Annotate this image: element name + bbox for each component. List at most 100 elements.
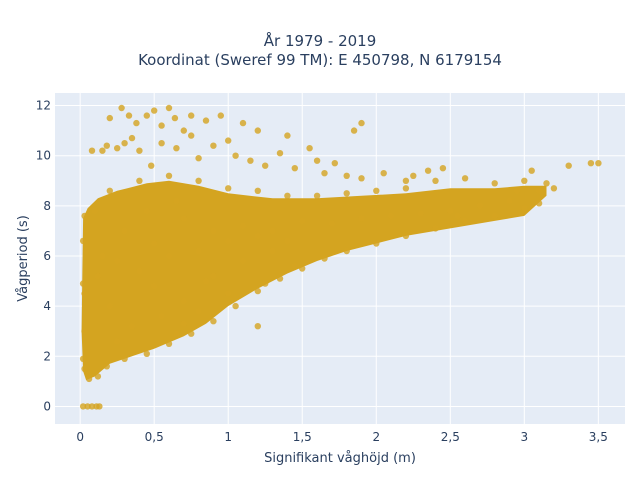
data-point	[417, 210, 424, 217]
data-point	[133, 119, 140, 127]
data-point	[106, 302, 114, 310]
data-point	[151, 107, 158, 114]
data-point	[239, 257, 247, 265]
data-point	[276, 150, 284, 157]
data-point	[402, 177, 410, 184]
y-axis-ticks: 0 2 4 6 8 10 12	[36, 99, 51, 414]
data-point	[99, 252, 106, 260]
data-point	[158, 140, 165, 147]
data-point	[158, 122, 165, 129]
data-point	[136, 177, 143, 184]
data-point	[151, 240, 158, 247]
data-point	[79, 403, 87, 410]
y-tick-label: 8	[43, 199, 51, 213]
y-tick-label: 12	[36, 99, 51, 113]
data-point	[232, 302, 239, 310]
data-point	[128, 323, 136, 330]
y-axis-title: Vågperiod (s)	[16, 215, 31, 302]
data-point	[491, 180, 498, 187]
data-point	[99, 147, 106, 154]
data-point	[106, 114, 114, 122]
data-point	[210, 227, 217, 235]
data-point	[358, 215, 365, 222]
data-point	[148, 162, 155, 169]
data-point	[210, 318, 217, 325]
data-point	[595, 160, 602, 167]
data-point	[313, 157, 321, 164]
y-tick-label: 6	[43, 249, 51, 263]
data-point	[254, 187, 261, 194]
x-tick-label: 0	[76, 430, 84, 444]
data-point	[343, 190, 350, 197]
data-point	[143, 350, 150, 357]
data-point	[180, 320, 187, 327]
y-tick-label: 10	[36, 149, 51, 163]
data-point	[94, 373, 102, 380]
data-point	[373, 187, 380, 194]
data-point	[535, 187, 543, 194]
data-point	[136, 267, 143, 275]
data-point	[225, 237, 232, 245]
data-point	[528, 167, 535, 174]
data-point	[402, 185, 410, 192]
data-point	[321, 255, 328, 262]
data-point	[202, 277, 210, 285]
data-point	[96, 403, 103, 410]
data-point	[447, 207, 454, 215]
data-point	[81, 290, 88, 297]
data-point	[387, 212, 395, 220]
data-point	[188, 132, 195, 139]
data-point	[358, 119, 365, 127]
data-point	[284, 132, 291, 139]
data-point	[106, 187, 114, 194]
data-point	[165, 252, 173, 260]
x-axis-ticks: 0 0,5 1 1,5 2 2,5 3 3,5	[76, 430, 608, 444]
data-point	[284, 237, 291, 245]
data-point	[91, 207, 99, 215]
data-point	[513, 187, 521, 194]
data-point	[550, 185, 558, 192]
data-point	[121, 227, 128, 235]
data-point	[328, 220, 336, 227]
data-point	[180, 215, 187, 222]
data-point	[262, 162, 269, 169]
data-point	[210, 142, 217, 149]
x-tick-label: 1	[224, 430, 232, 444]
data-point	[143, 112, 150, 119]
data-point	[262, 280, 269, 287]
data-point	[506, 197, 513, 204]
data-point	[81, 365, 88, 372]
x-tick-label: 0,5	[145, 430, 164, 444]
data-point	[291, 165, 298, 172]
data-point	[291, 262, 298, 270]
data-point	[165, 104, 173, 112]
data-point	[491, 212, 498, 220]
data-point	[565, 162, 572, 169]
data-point	[439, 165, 447, 172]
data-point	[79, 237, 87, 245]
data-point	[81, 328, 88, 335]
data-point	[254, 323, 261, 330]
data-point	[94, 272, 102, 280]
data-point	[180, 297, 187, 305]
data-point	[461, 175, 469, 182]
data-point	[88, 147, 96, 154]
data-point	[79, 280, 87, 287]
data-point	[81, 212, 88, 220]
data-point	[343, 247, 350, 255]
data-point	[118, 104, 125, 112]
y-tick-label: 0	[43, 399, 51, 413]
data-point	[114, 145, 121, 152]
data-point	[195, 177, 202, 184]
chart-title-line-2: Koordinat (Sweref 99 TM): E 450798, N 61…	[138, 51, 502, 69]
data-point	[180, 127, 187, 134]
data-point	[85, 375, 93, 383]
data-point	[210, 272, 217, 280]
data-point	[195, 308, 202, 315]
data-point	[225, 137, 232, 144]
data-point	[432, 225, 439, 232]
data-point	[188, 112, 195, 119]
x-tick-label: 2,5	[441, 430, 460, 444]
data-point	[114, 257, 121, 265]
